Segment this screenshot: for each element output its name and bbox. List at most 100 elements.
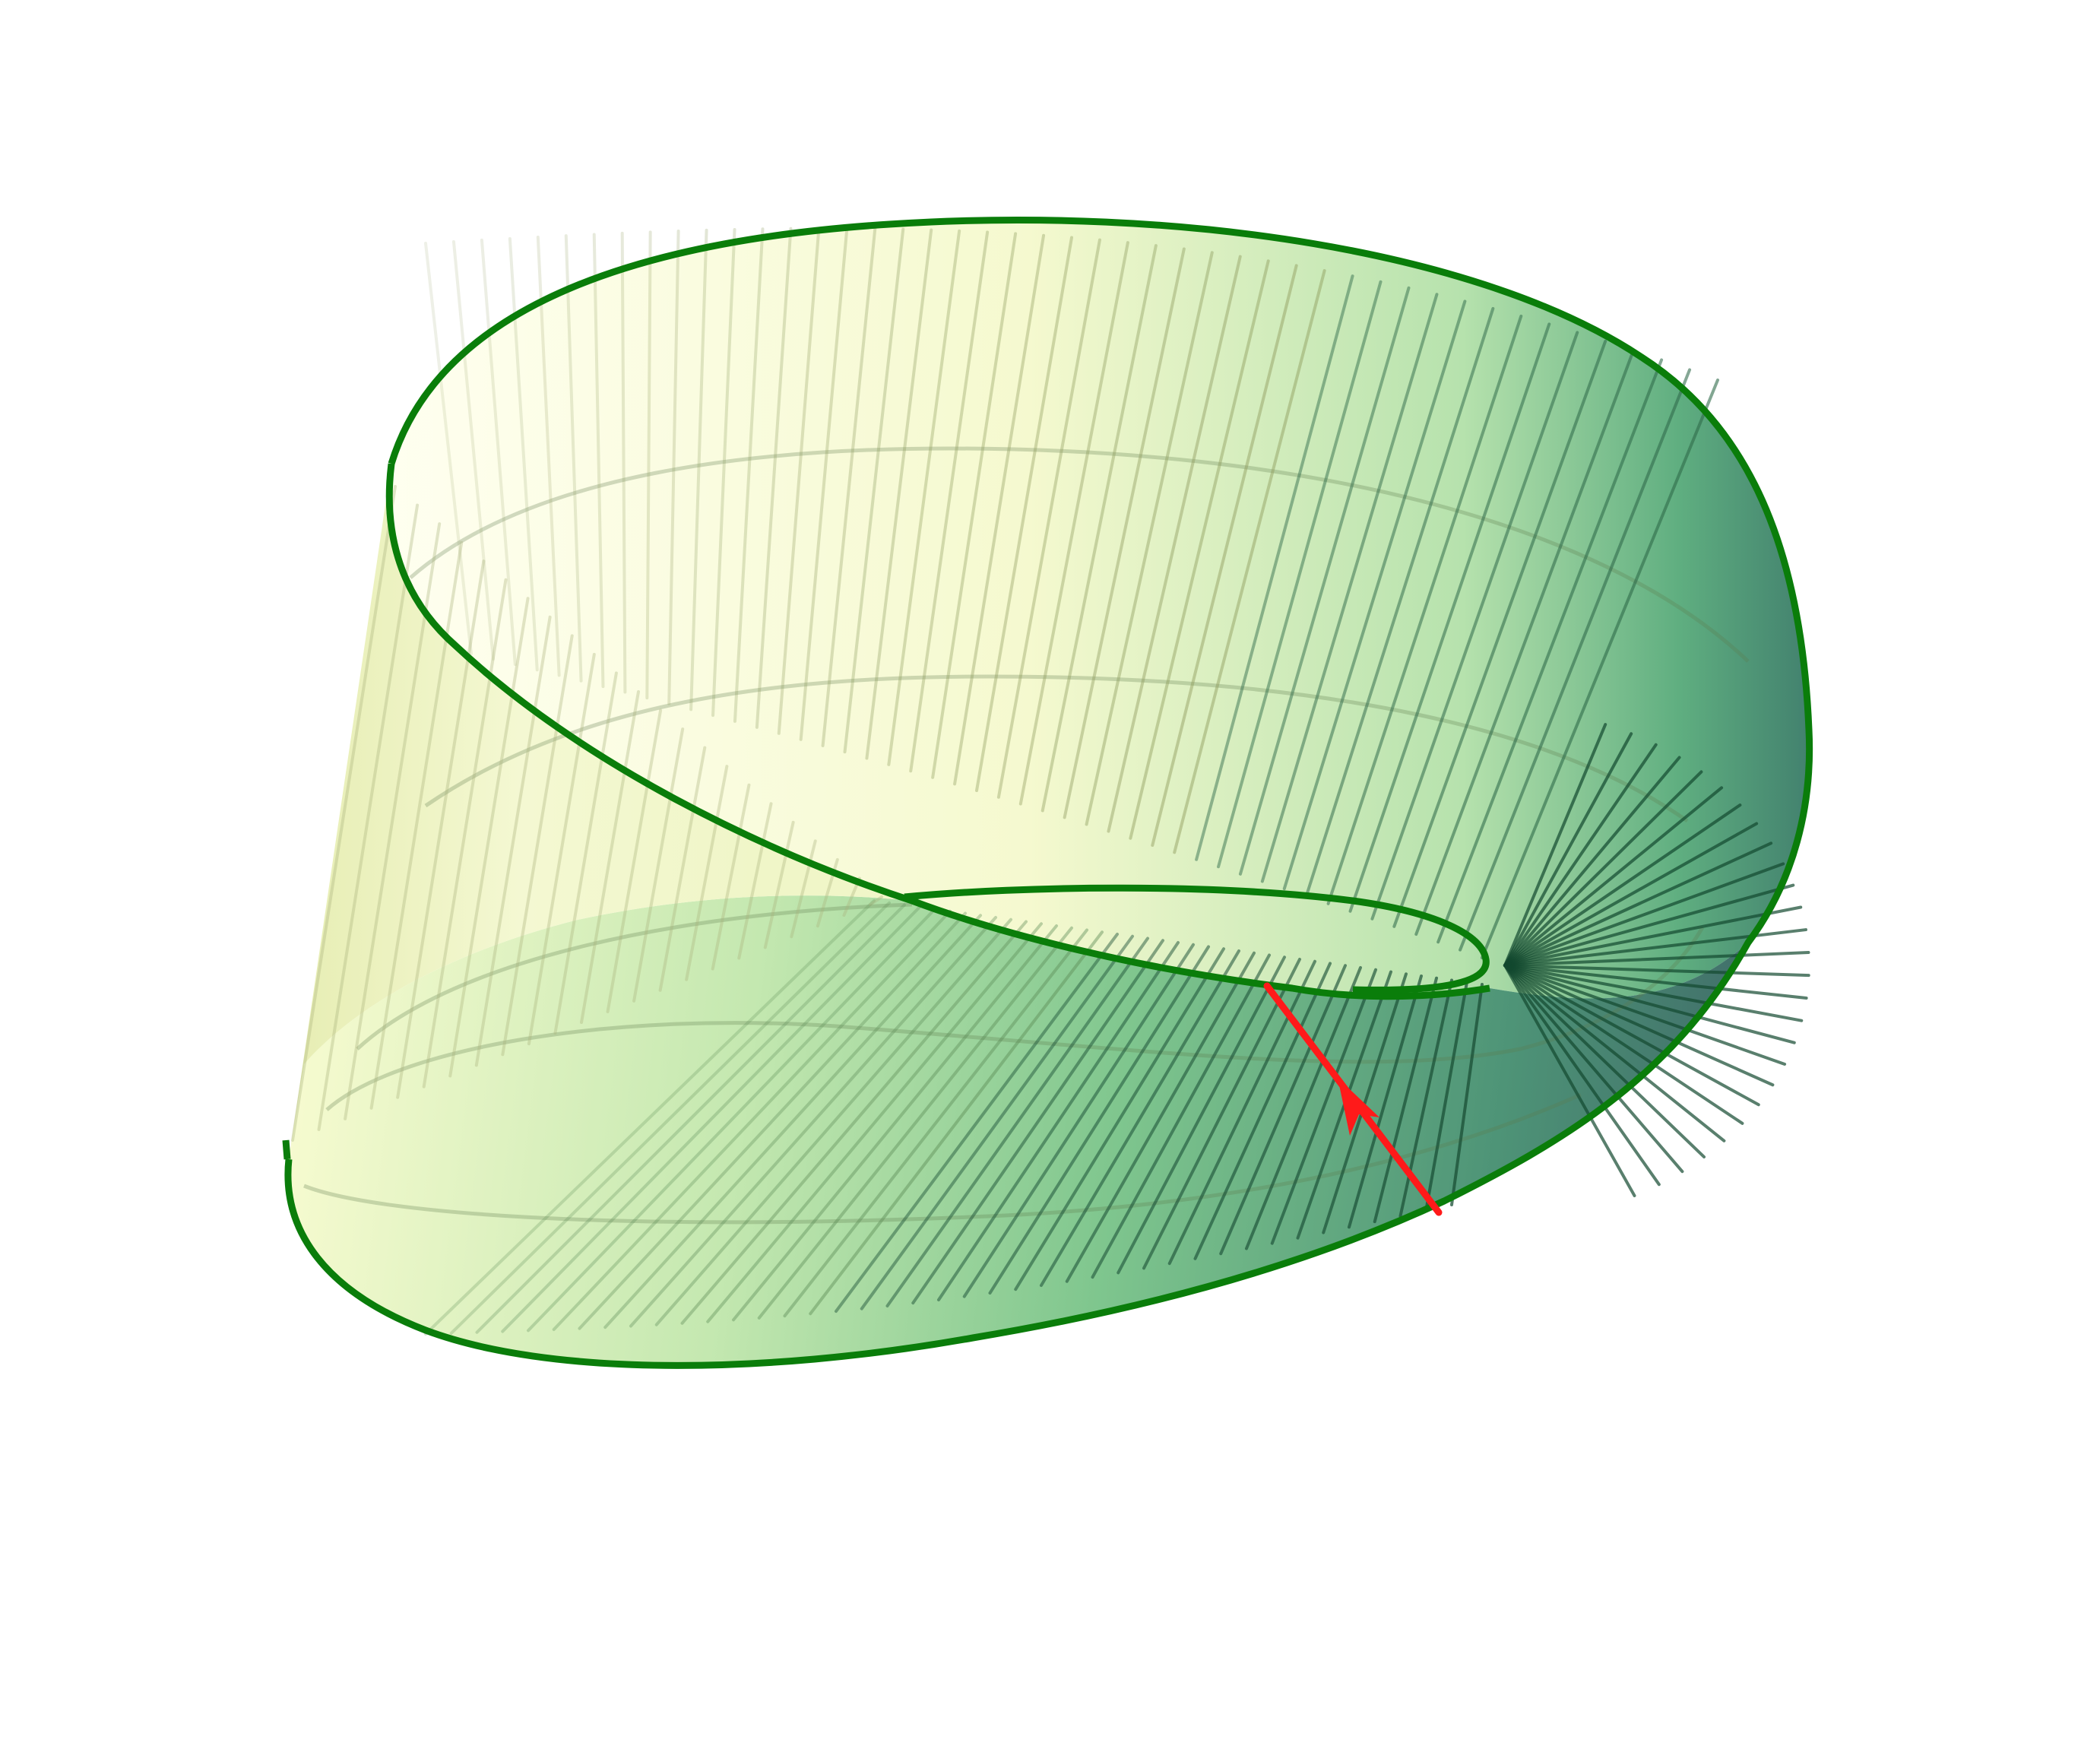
ruling-line <box>580 690 640 1024</box>
ruling-line <box>1450 983 1484 1206</box>
ruling-line <box>1503 756 1681 967</box>
ruling-line <box>843 227 905 754</box>
ruling-line <box>317 503 420 1131</box>
transverse-rulings <box>291 227 1810 1336</box>
ruling-line <box>865 228 933 760</box>
ruling-line <box>1173 269 1326 854</box>
ruling-line <box>887 229 961 766</box>
ruling-line <box>931 232 1018 779</box>
ruling-line <box>1503 951 1810 967</box>
strip-edge-front <box>385 463 1490 1000</box>
ruling-line <box>1151 264 1298 847</box>
ruling-line <box>396 559 486 1099</box>
ruling-line <box>1195 274 1354 861</box>
ruling-line <box>1260 293 1439 883</box>
ruling-line <box>737 802 773 960</box>
ruling-line <box>552 909 952 1332</box>
ruling-line <box>1414 348 1636 936</box>
ruling-line <box>1503 883 1795 967</box>
ruling-line <box>1503 964 1775 1087</box>
ruling-line <box>1219 964 1347 1256</box>
ruling-line <box>1503 862 1785 967</box>
ruling-line <box>1091 953 1271 1279</box>
ruling-line <box>632 727 685 1003</box>
ruling-line <box>424 242 473 655</box>
ruling-line <box>422 578 508 1089</box>
ruling-line <box>508 236 539 672</box>
ruling-line <box>629 916 997 1328</box>
strip-back-surface <box>389 220 1810 999</box>
ruling-line <box>1217 280 1383 869</box>
ruling-line <box>1503 964 1810 978</box>
strip-edge-back <box>284 216 1813 1369</box>
ruling-line <box>1503 964 1804 1022</box>
ruling-line <box>501 634 574 1057</box>
ruling-line <box>1193 962 1332 1260</box>
ruling-line <box>962 943 1195 1298</box>
ruling-line <box>667 230 680 705</box>
ruling-line <box>1503 964 1796 1044</box>
ruling-line <box>474 615 552 1067</box>
ruling-line <box>799 227 849 741</box>
ruling-line <box>809 930 1104 1316</box>
ruling-line <box>1503 964 1787 1066</box>
ruling-line <box>1459 368 1692 952</box>
ruling-line <box>1503 964 1684 1174</box>
longitudinal-grid-lines <box>303 446 1750 1225</box>
ruling-line <box>777 227 821 735</box>
ruling-line <box>1503 786 1724 967</box>
ruling-line <box>835 933 1119 1314</box>
ruling-line <box>564 234 583 683</box>
ruling-line <box>1503 964 1661 1187</box>
ruling-line <box>1503 964 1636 1198</box>
ruling-line <box>1018 241 1129 806</box>
ruling-line <box>578 911 967 1330</box>
ruling-line <box>527 652 596 1046</box>
ruling-line <box>1503 770 1703 967</box>
ruling-line <box>1503 964 1760 1107</box>
ruling-line <box>1503 822 1759 967</box>
ruling-line <box>953 233 1046 786</box>
ruling-line <box>885 936 1149 1308</box>
ruling-line <box>689 228 708 711</box>
ruling-line <box>975 236 1073 792</box>
ruling-line <box>733 227 765 723</box>
ruling-line <box>1392 339 1607 928</box>
ruling-line <box>790 839 817 939</box>
ruling-line <box>645 230 652 700</box>
ruling-line <box>501 905 921 1333</box>
ruling-line <box>1503 732 1633 967</box>
ruling-line <box>1107 255 1242 833</box>
ruling-line <box>527 908 936 1333</box>
ruling-line <box>1129 259 1270 840</box>
ruling-line <box>658 746 707 992</box>
ruling-line <box>1322 972 1408 1234</box>
ruling-line <box>1503 803 1742 967</box>
ruling-line <box>603 914 982 1329</box>
ruling-line <box>763 820 795 949</box>
ruling-line <box>937 941 1180 1301</box>
ruling-line <box>1424 981 1468 1212</box>
ruling-line <box>449 901 891 1335</box>
ruling-line <box>592 233 605 689</box>
strip-inner-hole-edge <box>904 884 1490 994</box>
ruling-line <box>685 765 729 981</box>
ruling-line <box>869 895 883 906</box>
ruling-line <box>1503 841 1773 967</box>
ruling-line <box>1063 247 1186 819</box>
ruling-line <box>1270 968 1377 1245</box>
longitudinal-curve <box>409 446 1750 663</box>
ruling-line <box>536 236 561 677</box>
ruling-line <box>553 671 618 1035</box>
ruling-line <box>1503 964 1706 1158</box>
ruling-line <box>1503 964 1744 1125</box>
longitudinal-curve <box>424 674 1689 823</box>
ruling-line <box>1085 251 1214 826</box>
ruling-line <box>1348 974 1423 1229</box>
ruling-line <box>448 597 530 1078</box>
ruling-line <box>424 899 876 1336</box>
ruling-line <box>1040 949 1240 1288</box>
longitudinal-curve <box>303 1092 1582 1225</box>
ruling-line <box>1503 723 1607 967</box>
